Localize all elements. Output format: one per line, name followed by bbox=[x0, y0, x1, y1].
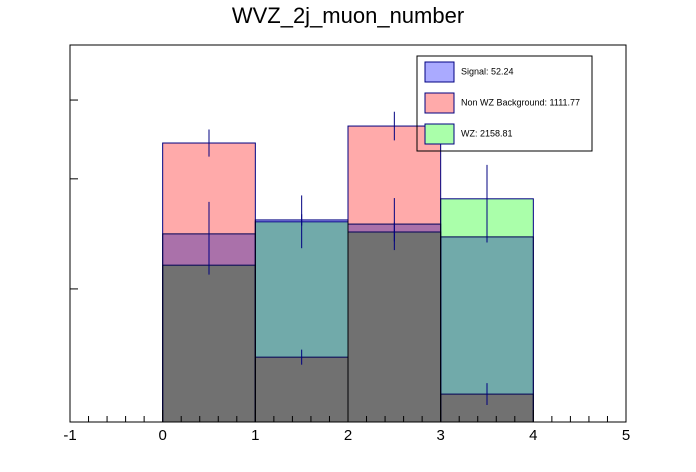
x-tick-label: 5 bbox=[622, 427, 630, 444]
chart-title: WVZ_2j_muon_number bbox=[232, 3, 464, 28]
legend-swatch bbox=[424, 92, 455, 114]
bar bbox=[347, 223, 442, 423]
bar bbox=[254, 219, 349, 423]
legend-label: Signal: 52.24 bbox=[461, 66, 514, 76]
x-tick-label: 1 bbox=[251, 427, 259, 444]
x-tick-label: 3 bbox=[436, 427, 444, 444]
x-tick-label: 2 bbox=[344, 427, 352, 444]
legend-swatch bbox=[424, 123, 455, 145]
legend-swatch bbox=[424, 61, 455, 83]
x-tick-label: 0 bbox=[158, 427, 166, 444]
legend-label: Non WZ Background: 1111.77 bbox=[461, 97, 580, 107]
x-tick-label: 4 bbox=[529, 427, 537, 444]
legend-label: WZ: 2158.81 bbox=[461, 128, 513, 138]
x-tick-label: -1 bbox=[63, 427, 76, 444]
